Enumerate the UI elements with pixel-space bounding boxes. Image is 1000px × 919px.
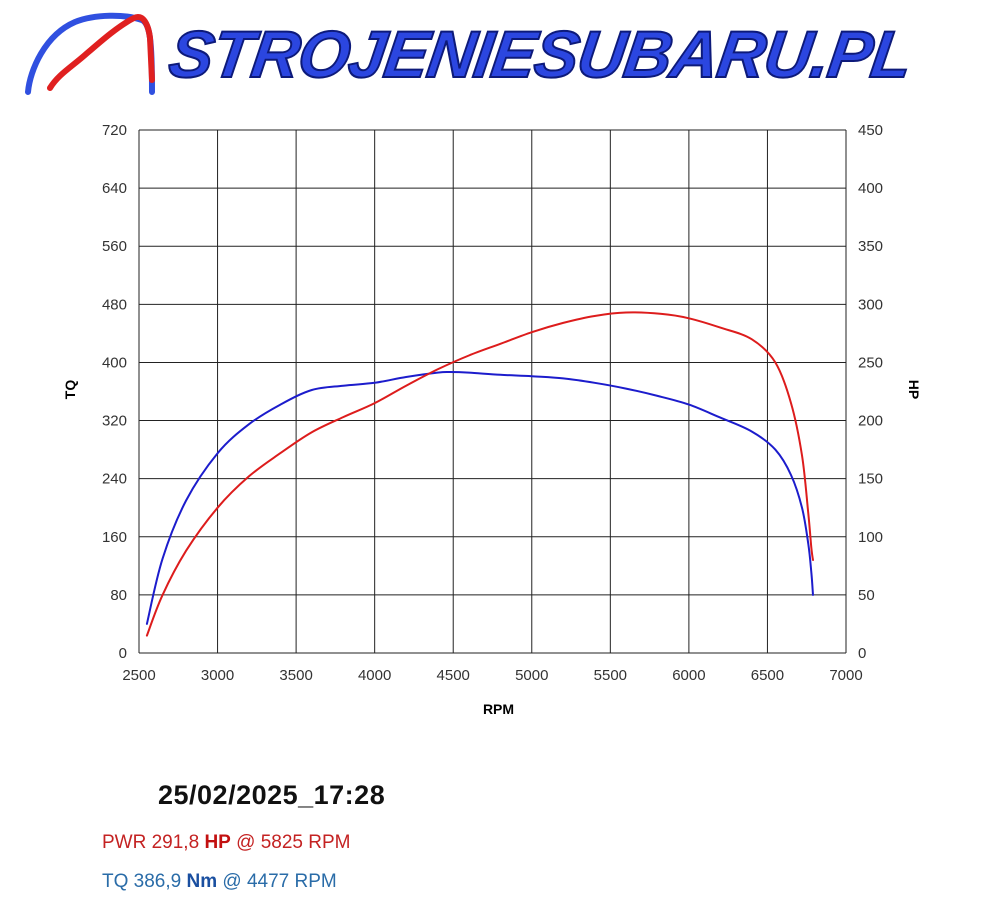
y-left-tick-label: 160 [102,529,127,546]
x-tick-label: 7000 [829,667,862,684]
y-left-tick-label: 0 [119,645,127,662]
x-tick-label: 3000 [201,667,234,684]
y-right-axis-title: HP [906,380,922,399]
x-tick-label: 5500 [594,667,627,684]
x-tick-label: 4000 [358,667,391,684]
torque-curve [145,370,814,625]
power-unit: HP [204,832,231,853]
brand-name: STROJENIESUBARU.PL [164,16,918,92]
power-rpm: @ 5825 RPM [236,832,351,853]
y-left-tick-label: 560 [102,238,127,255]
x-tick-label: 2500 [122,667,155,684]
dyno-chart: 2500 3000 3500 4000 4500 5000 5500 6000 6500 7000… [62,122,922,717]
power-value: PWR 291,8 [102,832,200,853]
x-axis-title: RPM [483,701,514,717]
y-left-tick-label: 80 [110,587,127,604]
y-right-tick-label: 350 [858,238,883,255]
y-left-axis-title: TQ [62,380,78,400]
y-left-tick-label: 720 [102,122,127,139]
y-right-tick-label: 250 [858,354,883,371]
x-tick-label: 4500 [437,667,470,684]
torque-rpm: @ 4477 RPM [222,871,337,892]
power-curve [145,311,814,637]
y-right-tick-label: 200 [858,413,883,430]
y-right-tick-label: 50 [858,587,875,604]
y-right-tick-label: 100 [858,529,883,546]
logo-power-curve [47,14,155,91]
y-left-tick-label: 640 [102,180,127,197]
y-right-tick-label: 150 [858,471,883,488]
y-right-tick-label: 450 [858,122,883,139]
y-left-tick-label: 480 [102,296,127,313]
torque-value: TQ 386,9 [102,871,182,892]
run-timestamp: 25/02/2025_17:28 [158,780,386,810]
y-right-tick-label: 300 [858,296,883,313]
y-left-tick-label: 240 [102,471,127,488]
y-left-tick-label: 320 [102,413,127,430]
logo-mark [25,12,155,95]
y-right-tick-label: 0 [858,645,866,662]
torque-unit: Nm [186,871,218,892]
y-right-tick-label: 400 [858,180,883,197]
x-tick-label: 3500 [279,667,312,684]
x-tick-label: 6500 [751,667,784,684]
torque-summary: TQ 386,9 Nm @ 4477 RPM [102,871,337,893]
y-left-tick-label: 400 [102,354,127,371]
x-tick-label: 5000 [515,667,548,684]
power-summary: PWR 291,8 HP @ 5825 RPM [102,832,350,854]
x-tick-label: 6000 [672,667,705,684]
